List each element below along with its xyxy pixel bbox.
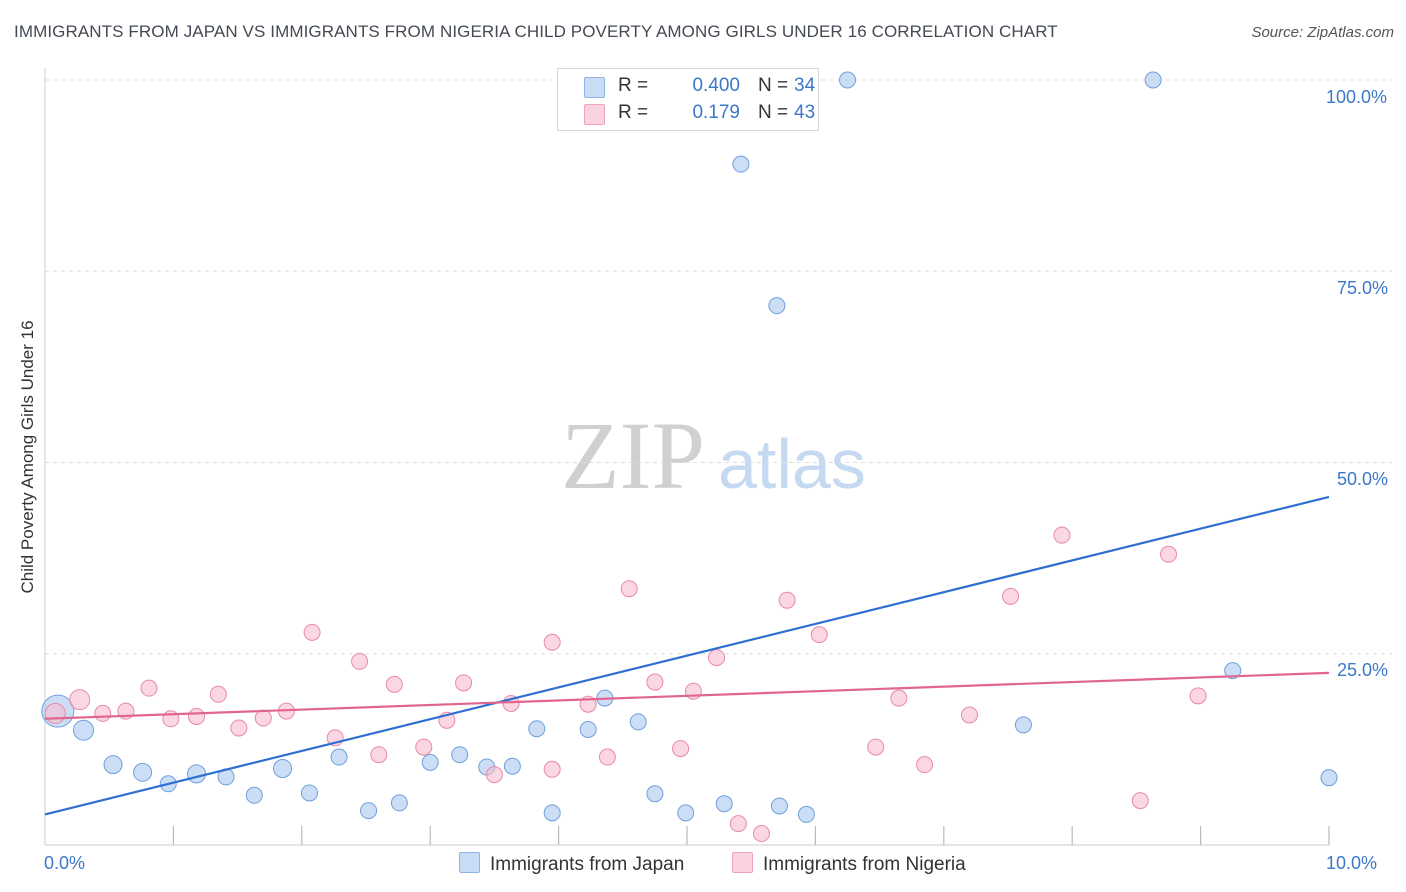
nigeria-point	[94, 704, 112, 722]
japan-point	[73, 719, 95, 741]
bottom-legend-swatch-japan	[459, 852, 480, 873]
trend-lines	[44, 495, 1330, 816]
nigeria-point	[778, 591, 796, 609]
nigeria-point	[230, 719, 248, 737]
japan-point	[579, 720, 597, 738]
japan-point	[133, 762, 153, 782]
legend-n-value: 43	[794, 102, 816, 123]
bottom-legend-swatch-nigeria	[732, 852, 753, 873]
nigeria-point	[485, 766, 503, 784]
nigeria-point	[708, 649, 726, 667]
axes	[44, 68, 1330, 846]
nigeria-point	[303, 623, 321, 641]
japan-point	[273, 759, 293, 778]
nigeria-point	[867, 738, 885, 756]
legend-n-label: N =	[758, 102, 789, 123]
nigeria-point	[890, 689, 908, 707]
trend-line-japan	[44, 495, 1330, 816]
legend-n-label: N =	[758, 75, 789, 96]
nigeria-point	[598, 748, 616, 766]
series-japan-points	[41, 71, 1338, 823]
nigeria-point	[729, 815, 747, 833]
japan-point	[677, 804, 695, 822]
nigeria-point	[209, 685, 227, 703]
japan-point	[360, 802, 378, 820]
grid-lines	[45, 79, 1392, 655]
japan-point	[646, 785, 664, 803]
japan-point	[421, 753, 439, 771]
japan-point	[839, 71, 856, 89]
nigeria-point	[1160, 545, 1177, 563]
bottom-legend-nigeria: Immigrants from Nigeria	[732, 852, 966, 876]
watermark: ZIP atlas	[561, 402, 866, 509]
nigeria-point	[543, 760, 561, 778]
japan-point	[103, 755, 123, 775]
nigeria-point	[1189, 687, 1207, 705]
nigeria-point	[385, 675, 403, 693]
japan-point	[1144, 71, 1162, 89]
nigeria-point	[620, 580, 638, 598]
bottom-legend-label-japan: Immigrants from Japan	[490, 854, 685, 875]
japan-point	[768, 297, 786, 315]
y-tick-label-25: 25.0%	[1337, 660, 1389, 680]
japan-point	[390, 794, 408, 812]
legend-swatch-nigeria	[584, 104, 605, 125]
japan-point	[629, 713, 647, 731]
nigeria-point	[44, 702, 66, 724]
nigeria-point	[646, 673, 664, 691]
japan-point	[451, 746, 469, 764]
japan-point	[528, 720, 546, 738]
watermark-atlas: atlas	[718, 425, 866, 503]
bottom-legend-japan: Immigrants from Japan	[459, 852, 684, 876]
x-tick-label-min: 0.0%	[44, 853, 86, 873]
japan-point	[797, 805, 815, 823]
japan-point	[770, 797, 788, 815]
nigeria-point	[672, 740, 690, 758]
nigeria-point	[188, 707, 206, 725]
japan-point	[1014, 716, 1032, 734]
chart-title: IMMIGRANTS FROM JAPAN VS IMMIGRANTS FROM…	[14, 22, 1058, 41]
nigeria-point	[1131, 792, 1149, 810]
correlation-legend: R = 0.400 N = 34 R = 0.179 N = 43	[557, 68, 819, 131]
legend-r-value: 0.179	[692, 102, 740, 123]
japan-point	[1320, 769, 1338, 787]
x-tick-label-max: 10.0%	[1326, 853, 1378, 873]
japan-point	[187, 764, 207, 784]
y-tick-label-75: 75.0%	[1337, 278, 1389, 298]
japan-point	[715, 795, 733, 813]
nigeria-point	[1053, 526, 1071, 544]
bottom-legend-label-nigeria: Immigrants from Nigeria	[763, 854, 966, 875]
japan-point	[503, 757, 521, 775]
japan-point	[732, 155, 750, 173]
nigeria-point	[254, 709, 272, 727]
japan-point	[301, 784, 319, 802]
nigeria-point	[455, 674, 473, 692]
trend-line-nigeria	[44, 671, 1330, 720]
nigeria-point	[351, 652, 369, 670]
nigeria-point	[69, 689, 91, 711]
legend-r-value: 0.400	[692, 75, 740, 96]
nigeria-point	[916, 756, 934, 774]
y-tick-label-50: 50.0%	[1337, 469, 1389, 489]
watermark-zip: ZIP	[561, 402, 705, 509]
japan-point	[543, 804, 561, 822]
legend-n-value: 34	[794, 75, 816, 96]
nigeria-point	[140, 679, 158, 697]
nigeria-point	[960, 706, 978, 724]
nigeria-point	[810, 626, 828, 644]
japan-point	[1224, 662, 1242, 680]
nigeria-point	[543, 633, 561, 651]
nigeria-point	[752, 825, 770, 843]
legend-swatch-japan	[584, 77, 605, 98]
japan-point	[330, 748, 348, 766]
source-credit: Source: ZipAtlas.com	[1251, 24, 1394, 41]
nigeria-point	[415, 738, 433, 756]
legend-r-label: R =	[618, 75, 649, 96]
y-tick-label-100: 100.0%	[1326, 87, 1388, 107]
japan-point	[245, 786, 263, 804]
nigeria-point	[370, 746, 388, 764]
nigeria-point	[1002, 587, 1020, 605]
legend-r-label: R =	[618, 102, 649, 123]
